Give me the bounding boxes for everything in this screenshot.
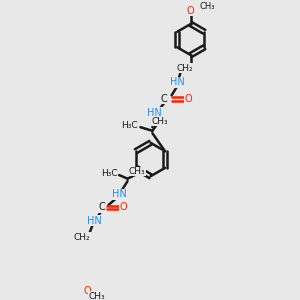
Text: HN: HN [87,216,101,226]
Text: HN: HN [147,108,162,118]
Text: CH₂: CH₂ [176,64,193,73]
Text: CH₃: CH₃ [151,117,168,126]
Text: CH₃: CH₃ [200,2,215,10]
Text: H₃C: H₃C [101,169,118,178]
Text: O: O [184,94,192,104]
Text: O: O [119,202,127,212]
Text: HN: HN [112,189,127,199]
Text: HN: HN [170,77,185,87]
Text: O: O [187,6,194,16]
Text: O: O [83,286,91,296]
Text: CH₃: CH₃ [88,292,105,300]
Text: C: C [98,202,105,212]
Text: CH₃: CH₃ [129,167,146,176]
Text: H₃C: H₃C [122,122,138,130]
Text: C: C [161,94,168,104]
Text: CH₂: CH₂ [74,233,90,242]
